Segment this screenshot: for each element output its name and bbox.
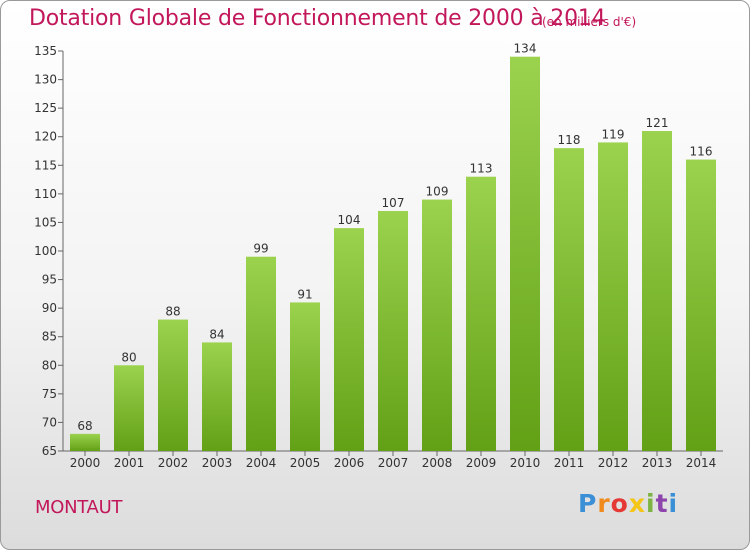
data-label-2005: 91 <box>297 287 312 301</box>
y-tick-label: 85 <box>42 330 57 344</box>
y-tick-label: 120 <box>34 130 57 144</box>
y-tick-label: 135 <box>34 44 57 58</box>
x-tick-label: 2014 <box>686 456 717 470</box>
unit-note: (en milliers d'€) <box>542 15 637 29</box>
data-label-2007: 107 <box>382 196 405 210</box>
bar-2011 <box>554 148 584 451</box>
data-label-2006: 104 <box>338 213 361 227</box>
x-tick-label: 2007 <box>378 456 409 470</box>
x-tick-label: 2009 <box>466 456 497 470</box>
bar-2012 <box>598 142 628 451</box>
y-tick-label: 110 <box>34 187 57 201</box>
bar-2009 <box>466 176 496 451</box>
y-tick-label: 100 <box>34 244 57 258</box>
bar-2010 <box>510 56 540 451</box>
x-tick-label: 2004 <box>246 456 277 470</box>
bar-2003 <box>202 342 232 451</box>
y-tick-label: 70 <box>42 415 57 429</box>
y-tick-label: 105 <box>34 215 57 229</box>
chart-title-text: Dotation Globale de Fonctionnement de 20… <box>29 6 606 31</box>
bar-2008 <box>422 199 452 451</box>
x-tick-label: 2011 <box>554 456 585 470</box>
x-tick-label: 2012 <box>598 456 629 470</box>
y-tick-label: 75 <box>42 387 57 401</box>
data-label-2010: 134 <box>514 42 537 56</box>
bar-2007 <box>378 211 408 451</box>
proxiti-logo: Proxiti <box>578 489 679 518</box>
y-tick-label: 115 <box>34 158 57 172</box>
y-tick-label: 80 <box>42 358 57 372</box>
data-label-2012: 119 <box>602 127 625 141</box>
chart-title: Dotation Globale de Fonctionnement de 20… <box>29 6 606 31</box>
y-tick-label: 65 <box>42 444 57 458</box>
data-label-2004: 99 <box>253 242 268 256</box>
bar-2000 <box>70 433 100 451</box>
x-tick-label: 2005 <box>290 456 321 470</box>
bar-2001 <box>114 365 144 451</box>
chart-data-labels: 68 80 88 84 99 91 104 107 109 113 134 118 119 121 116 <box>77 42 712 433</box>
data-label-2014: 116 <box>690 145 713 159</box>
y-tick-label: 95 <box>42 273 57 287</box>
chart-bars <box>70 56 716 452</box>
data-label-2001: 80 <box>121 350 136 364</box>
bar-2004 <box>246 256 276 451</box>
x-tick-label: 2003 <box>202 456 233 470</box>
bar-2013 <box>642 131 672 451</box>
x-tick-label: 2008 <box>422 456 453 470</box>
x-tick-label: 2002 <box>158 456 189 470</box>
chart-axes: 65 70 75 80 85 90 95 100 105 110 115 120 125 130 135 20… <box>34 44 723 470</box>
bar-2005 <box>290 302 320 451</box>
y-tick-label: 125 <box>34 101 57 115</box>
x-tick-label: 2006 <box>334 456 365 470</box>
data-label-2003: 84 <box>209 327 224 341</box>
data-label-2002: 88 <box>165 305 180 319</box>
data-label-2011: 118 <box>558 133 581 147</box>
y-tick-label: 130 <box>34 73 57 87</box>
commune-name: MONTAUT <box>35 497 123 518</box>
bar-2002 <box>158 319 188 451</box>
data-label-2013: 121 <box>646 116 669 130</box>
data-label-2009: 113 <box>470 162 493 176</box>
x-tick-label: 2013 <box>642 456 673 470</box>
data-label-2000: 68 <box>77 419 92 433</box>
y-tick-label: 90 <box>42 301 57 315</box>
data-label-2008: 109 <box>426 185 449 199</box>
bar-2006 <box>334 228 364 451</box>
bar-2014 <box>686 159 716 452</box>
x-tick-label: 2000 <box>70 456 101 470</box>
x-tick-label: 2010 <box>510 456 541 470</box>
x-tick-label: 2001 <box>114 456 145 470</box>
